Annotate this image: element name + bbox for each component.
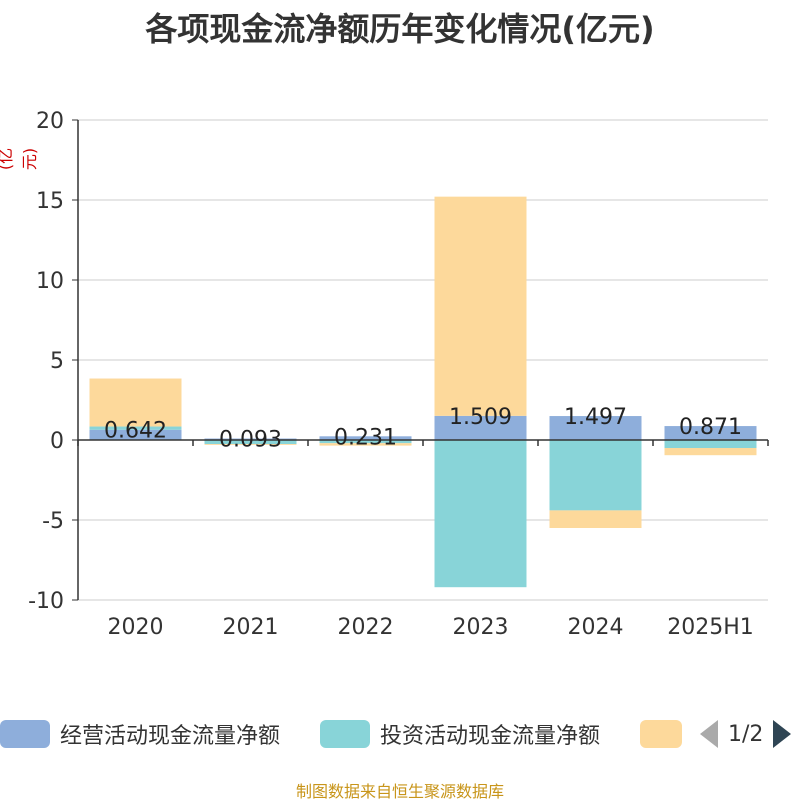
bar-series0-2025H1: [664, 426, 757, 440]
x-tick-label: 2025H1: [667, 615, 754, 640]
y-tick-label: 5: [50, 349, 64, 374]
bar-series1-2023: [434, 440, 527, 588]
y-tick-label: 10: [36, 269, 64, 294]
bar-series1-2025H1: [664, 440, 757, 448]
bar-series2-2024: [549, 510, 642, 528]
data-label: 0.642: [104, 419, 167, 444]
y-tick-label: -10: [28, 589, 64, 614]
bar-series2-2022: [319, 443, 412, 446]
chart-title: 各项现金流净额历年变化情况(亿元): [145, 10, 655, 48]
bar-series2-2023: [434, 196, 527, 416]
data-label: 0.093: [219, 428, 282, 453]
data-source-note: 制图数据来自恒生聚源数据库: [295, 782, 504, 801]
legend-item-third-series[interactable]: [640, 714, 682, 754]
x-tick-label: 2023: [453, 615, 509, 640]
x-tick-label: 2024: [568, 615, 624, 640]
bar-series1-2022: [319, 440, 412, 444]
bar-series2-2020: [89, 378, 182, 427]
y-tick-label: 0: [50, 429, 64, 454]
data-label: 0.231: [334, 425, 397, 450]
y-tick-label: 15: [36, 189, 64, 214]
legend-swatch: [320, 720, 370, 748]
legend-next-page-icon[interactable]: [773, 720, 792, 748]
bar-series0-2023: [434, 415, 527, 440]
data-label: 1.509: [449, 405, 512, 430]
legend-label: 投资活动现金流量净额: [380, 724, 601, 749]
legend-prev-page-icon[interactable]: [700, 720, 718, 748]
data-label: 0.871: [679, 415, 742, 440]
legend-page-indicator: 1/2: [728, 721, 764, 747]
x-tick-label: 2020: [108, 615, 164, 640]
bar-series1-2024: [549, 440, 642, 511]
bar-series0-2020: [89, 429, 182, 440]
bar-series1-2020: [89, 426, 182, 430]
bar-series0-2024: [549, 416, 642, 440]
legend-label: 经营活动现金流量净额: [60, 724, 281, 749]
bar-series0-2022: [319, 436, 412, 440]
bar-series2-2021: [204, 444, 297, 445]
bar-series1-2021: [204, 440, 297, 444]
legend-swatch: [0, 720, 50, 748]
legend-item-investing[interactable]: 投资活动现金流量净额: [320, 714, 600, 754]
legend-pager: 1/2: [700, 714, 792, 754]
legend-item-operating[interactable]: 经营活动现金流量净额: [0, 714, 280, 754]
legend: 经营活动现金流量净额 投资活动现金流量净额 1/2: [0, 714, 800, 754]
data-label: 1.497: [564, 405, 627, 430]
legend-swatch: [640, 720, 682, 748]
y-tick-label: -5: [42, 509, 64, 534]
x-tick-label: 2022: [338, 615, 394, 640]
bar-series2-2025H1: [664, 448, 757, 456]
y-tick-label: 20: [36, 109, 64, 134]
x-tick-label: 2021: [223, 615, 279, 640]
